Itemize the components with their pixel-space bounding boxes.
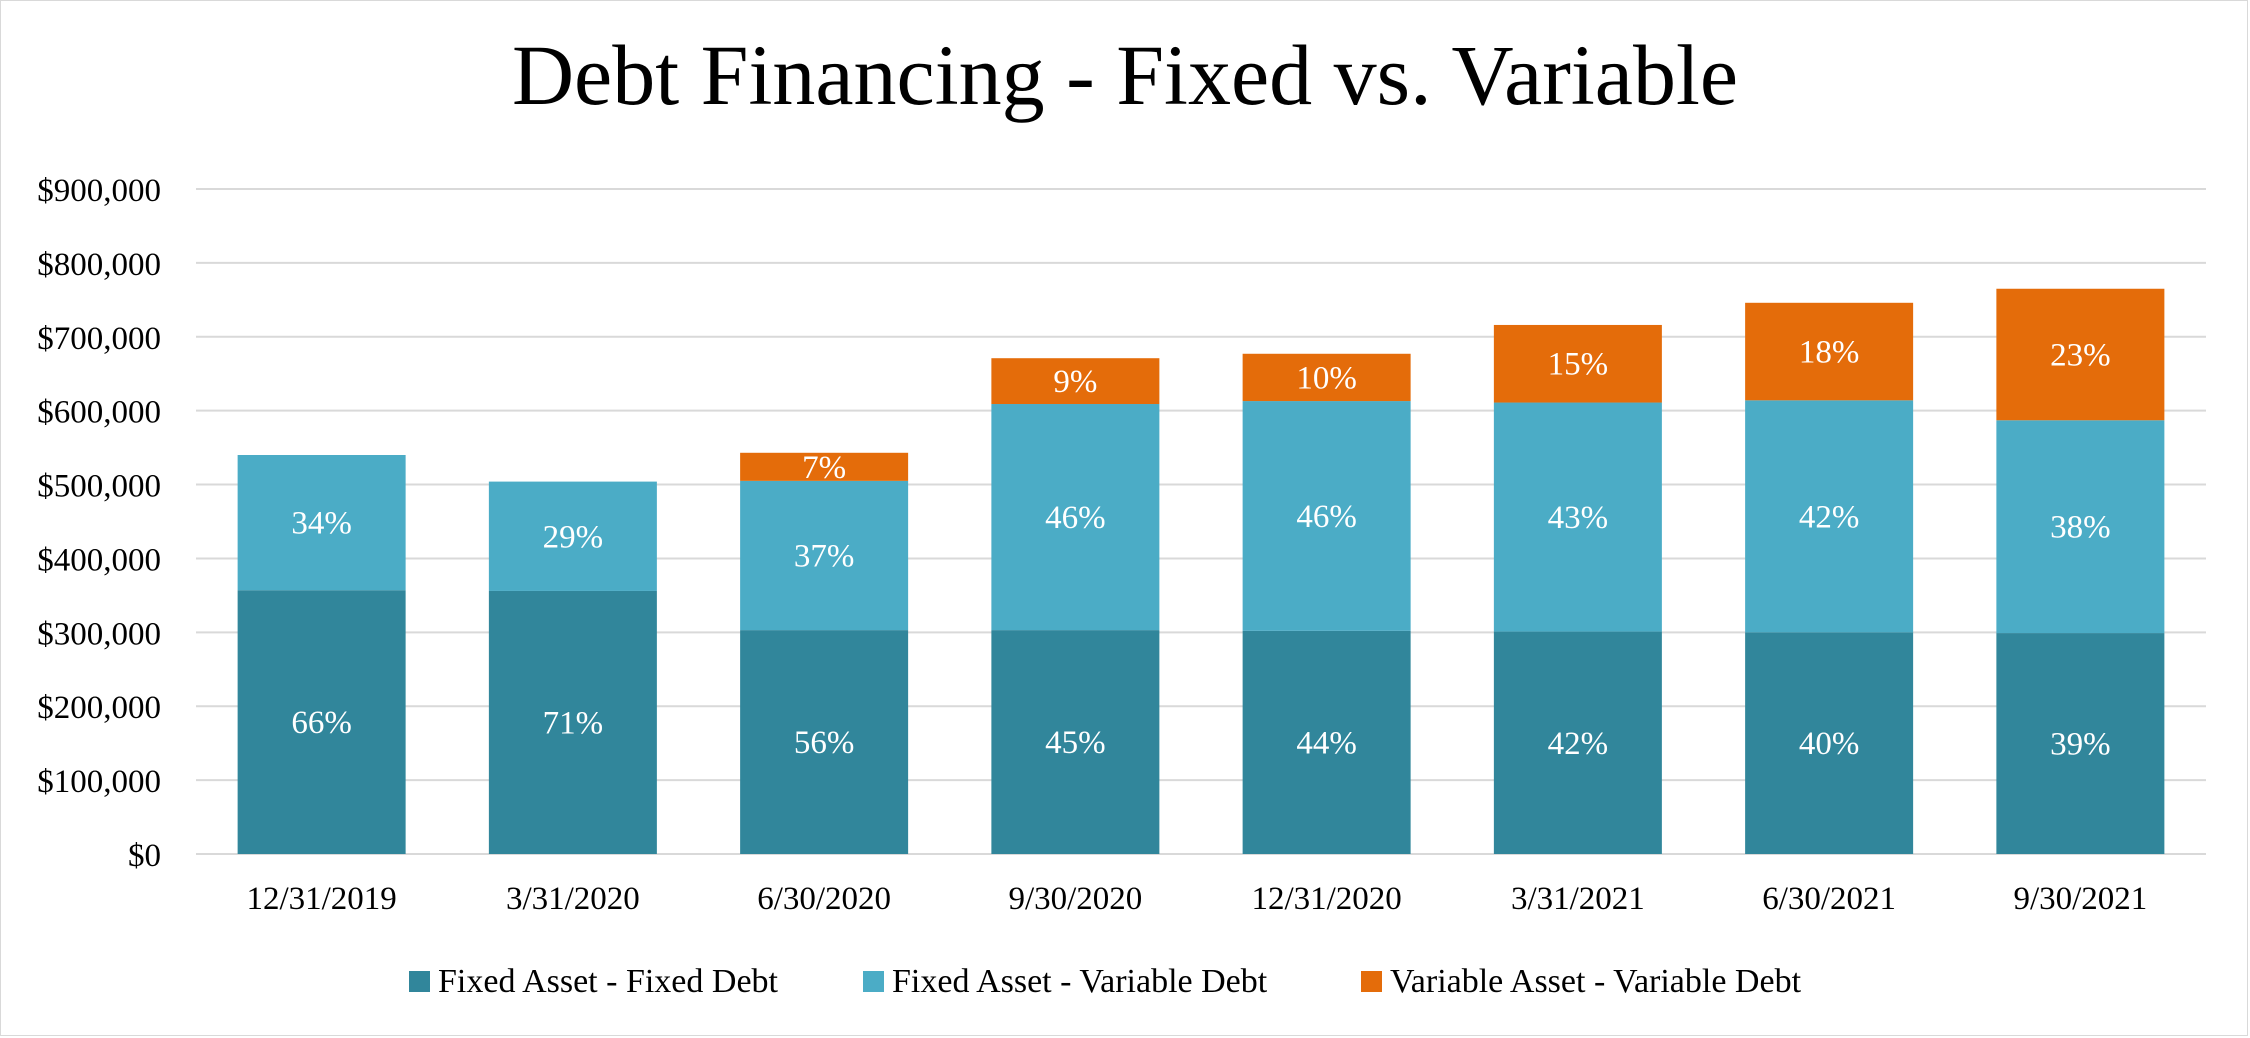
bar-segment xyxy=(1996,633,2165,854)
bar-segment xyxy=(1493,402,1662,632)
legend-swatch xyxy=(1361,971,1382,992)
data-label: 39% xyxy=(2050,727,2111,763)
y-tick-label: $100,000 xyxy=(37,764,161,800)
data-label: 40% xyxy=(1799,726,1860,762)
data-label: 71% xyxy=(543,705,604,741)
legend-entry: Variable Asset - Variable Debt xyxy=(1390,963,1802,1000)
bar-segment xyxy=(740,630,909,854)
bar-segment xyxy=(1493,324,1662,403)
y-tick-label: $300,000 xyxy=(37,616,161,652)
data-label: 42% xyxy=(1548,726,1609,762)
legend-entry: Fixed Asset - Variable Debt xyxy=(892,963,1268,1000)
bar-segment xyxy=(991,358,1160,405)
data-label: 7% xyxy=(802,450,846,486)
data-label: 23% xyxy=(2050,338,2111,374)
data-label: 56% xyxy=(794,725,855,761)
data-label: 18% xyxy=(1799,335,1860,371)
y-tick-label: $0 xyxy=(128,838,161,874)
bar-segment xyxy=(1493,631,1662,854)
y-tick-label: $600,000 xyxy=(37,395,161,431)
data-label: 9% xyxy=(1053,364,1097,400)
bar-segment xyxy=(740,452,909,481)
y-tick-label: $900,000 xyxy=(37,173,161,209)
bar-segment xyxy=(991,404,1160,631)
legend-swatch xyxy=(863,971,884,992)
data-label: 29% xyxy=(543,519,604,555)
y-tick-label: $700,000 xyxy=(37,321,161,357)
y-axis-ticks: $0 $100,000 $200,000 $300,000 $400,000 $500,0… xyxy=(37,173,161,874)
data-label: 43% xyxy=(1548,500,1609,536)
x-tick-label: 6/30/2021 xyxy=(1762,881,1896,917)
x-tick-label: 3/31/2021 xyxy=(1511,881,1645,917)
bar-segment xyxy=(1242,401,1411,631)
bar-segment xyxy=(1745,632,1914,854)
data-label: 66% xyxy=(291,705,352,741)
bar-segment xyxy=(740,480,909,631)
y-tick-label: $400,000 xyxy=(37,542,161,578)
data-label: 46% xyxy=(1296,499,1357,535)
x-axis-ticks: 12/31/2019 3/31/2020 6/30/2020 9/30/2020 12/… xyxy=(246,881,2147,917)
data-label: 37% xyxy=(794,538,855,574)
x-tick-label: 6/30/2020 xyxy=(757,881,891,917)
x-tick-label: 12/31/2020 xyxy=(1251,881,1401,917)
legend-entry: Fixed Asset - Fixed Debt xyxy=(438,963,779,1000)
bar-segment xyxy=(237,590,406,854)
bar-segment xyxy=(1996,420,2165,634)
bar-segment xyxy=(1996,288,2165,421)
x-tick-label: 12/31/2019 xyxy=(246,881,396,917)
data-label: 46% xyxy=(1045,500,1106,536)
bar-segment xyxy=(1242,630,1411,854)
data-label: 38% xyxy=(2050,510,2111,546)
y-tick-label: $500,000 xyxy=(37,469,161,505)
bar-segment xyxy=(1745,400,1914,633)
bar-segment xyxy=(237,455,406,591)
bar-segment xyxy=(488,590,657,854)
data-label: 45% xyxy=(1045,725,1106,761)
bar-segment xyxy=(488,481,657,591)
bar-segment xyxy=(991,630,1160,854)
bar-segment xyxy=(1242,353,1411,402)
bars: 66% 34% 71% 29% 56% 37% 7% 45% 46% 9% 44% 46% 10% 42%… xyxy=(237,288,2165,854)
x-tick-label: 9/30/2020 xyxy=(1008,881,1142,917)
data-label: 34% xyxy=(291,506,352,542)
data-label: 10% xyxy=(1296,360,1357,396)
x-tick-label: 9/30/2021 xyxy=(2013,881,2147,917)
data-label: 44% xyxy=(1296,725,1357,761)
x-tick-label: 3/31/2020 xyxy=(506,881,640,917)
chart-title: Debt Financing - Fixed vs. Variable xyxy=(512,27,1738,123)
data-label: 15% xyxy=(1548,347,1609,383)
legend: Fixed Asset - Fixed Debt Fixed Asset - Va… xyxy=(409,963,1802,1000)
y-tick-label: $800,000 xyxy=(37,247,161,283)
y-tick-label: $200,000 xyxy=(37,690,161,726)
bar-segment xyxy=(1745,302,1914,401)
legend-swatch xyxy=(409,971,430,992)
data-label: 42% xyxy=(1799,499,1860,535)
